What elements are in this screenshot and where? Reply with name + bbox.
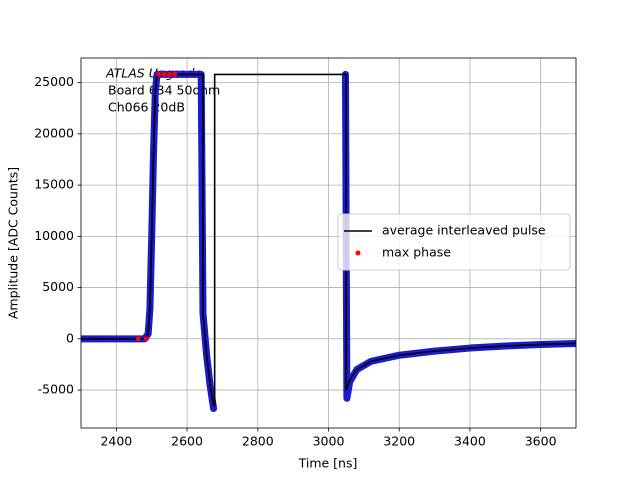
y-tick-label: 0 [66,330,74,345]
y-tick-label: 5000 [42,279,74,294]
x-tick-label: 3000 [313,434,345,449]
y-axis-label: Amplitude [ADC Counts] [6,167,21,319]
x-tick-label: 3400 [454,434,486,449]
max-phase-point [172,71,178,77]
x-tick-label: 2600 [171,434,203,449]
max-phase-point [156,71,162,77]
x-tick-label: 3200 [383,434,415,449]
max-phase-point [161,71,167,77]
x-tick-label: 3600 [525,434,557,449]
y-tick-label: -5000 [38,382,74,397]
legend-swatch [355,250,361,256]
x-tick-label: 2400 [100,434,132,449]
max-phase-point [135,336,141,342]
max-phase-point [166,71,172,77]
y-tick-label: 25000 [34,74,74,89]
annotation: Ch066 20dB [108,100,185,115]
series-line [81,73,576,407]
legend-label: average interleaved pulse [382,223,546,238]
x-axis-label: Time [ns] [298,456,358,471]
legend-label: max phase [382,245,451,260]
x-tick-label: 2800 [242,434,274,449]
max-phase-point [143,336,149,342]
plot-frame [80,57,577,429]
annotation: Board 634 50ohm [108,83,220,98]
legend-box [337,213,571,271]
y-tick-label: 20000 [34,125,74,140]
y-tick-label: 15000 [34,177,74,192]
y-tick-label: 10000 [34,228,74,243]
plot-area [81,70,576,413]
